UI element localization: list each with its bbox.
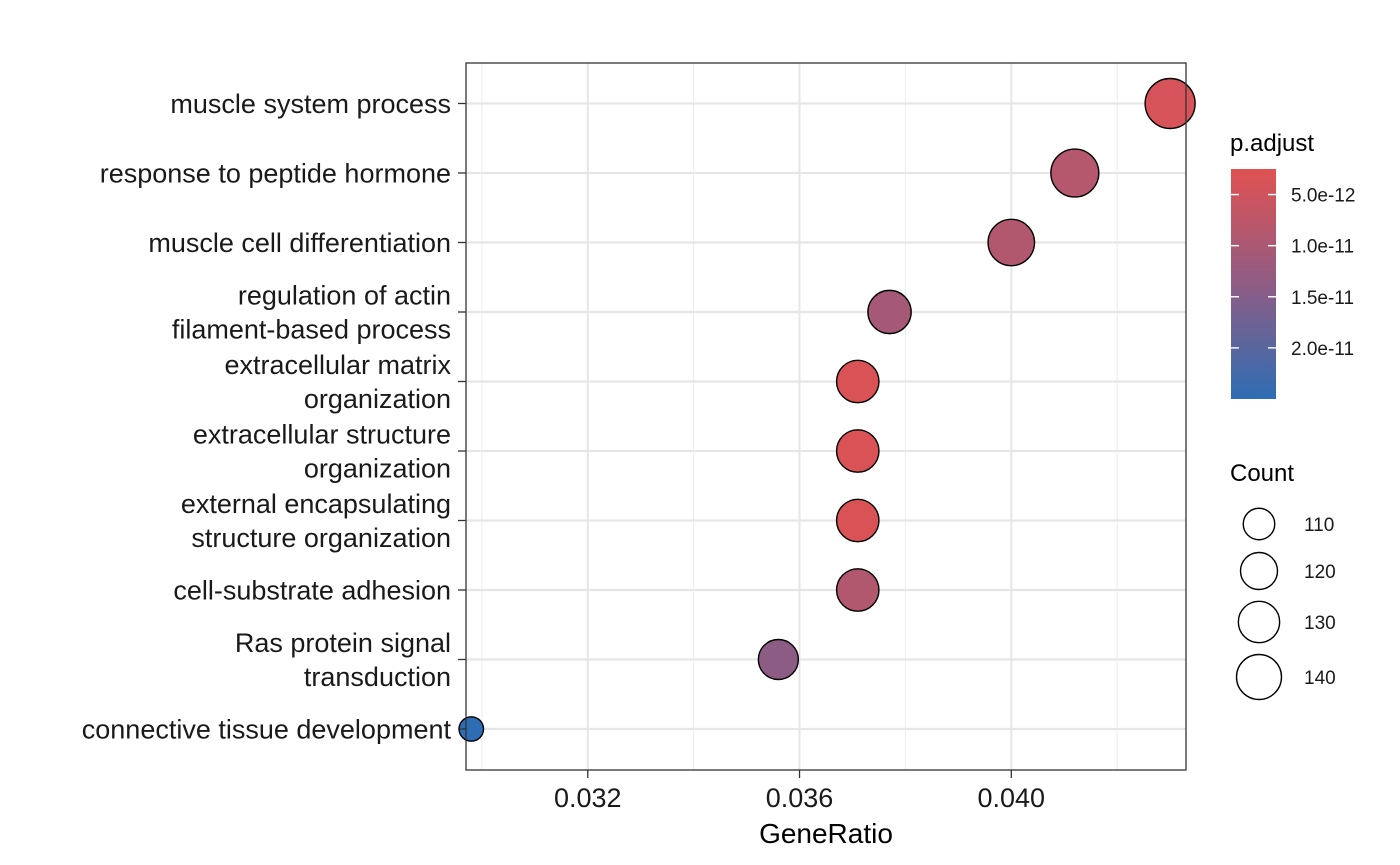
size-legend-key — [1242, 507, 1276, 541]
size-legend-key — [1237, 600, 1281, 644]
x-tick-label: 0.032 — [554, 783, 622, 813]
color-bar-label: 2.0e-11 — [1291, 339, 1354, 360]
y-tick-label: response to peptide hormone — [100, 159, 451, 189]
size-legend-keys: 110 120 130 140 — [1235, 507, 1336, 701]
y-tick-label: extracellular structure — [193, 420, 451, 450]
y-tick-label: muscle cell differentiation — [148, 228, 451, 258]
size-legend-label: 130 — [1304, 613, 1336, 634]
data-point — [867, 289, 912, 335]
x-tick-label: 0.036 — [766, 783, 834, 813]
size-legend-title: Count — [1230, 460, 1294, 487]
data-point — [835, 429, 880, 473]
size-legend-label: 140 — [1304, 668, 1336, 689]
data-point — [835, 359, 880, 404]
data-point — [1050, 148, 1100, 198]
data-point — [1144, 77, 1196, 130]
y-tick-label: cell-substrate adhesion — [173, 576, 451, 606]
y-axis: muscle system process response to peptide… — [82, 89, 466, 745]
x-axis-title: GeneRatio — [759, 818, 893, 849]
size-legend: Count 110 120 130 140 — [1230, 460, 1336, 701]
data-points — [458, 77, 1196, 742]
y-tick-label: filament-based process — [172, 315, 451, 345]
size-legend-key — [1235, 653, 1283, 701]
y-tick-label: structure organization — [191, 523, 451, 553]
y-tick-label: regulation of actin — [238, 281, 451, 311]
y-tick-label: transduction — [304, 662, 451, 692]
data-point — [987, 218, 1036, 267]
y-tick-label: organization — [304, 454, 451, 484]
size-legend-key — [1239, 551, 1279, 591]
y-tick-label: Ras protein signal — [235, 628, 451, 658]
color-bar-label: 1.5e-11 — [1291, 288, 1354, 309]
color-legend-title: p.adjust — [1230, 130, 1314, 157]
color-bar-label: 5.0e-12 — [1291, 186, 1355, 207]
y-tick-label: muscle system process — [170, 89, 451, 119]
color-bar-label: 1.0e-11 — [1291, 237, 1354, 258]
grid-minor — [481, 63, 1118, 770]
y-tick-label: organization — [304, 384, 451, 414]
plot-area — [458, 62, 1196, 771]
data-point — [835, 498, 880, 543]
plot-border — [465, 62, 1187, 771]
y-tick-label: connective tissue development — [82, 715, 452, 745]
color-bar — [1231, 169, 1276, 399]
data-point — [835, 568, 880, 612]
size-legend-label: 110 — [1304, 515, 1334, 536]
grid-major — [466, 63, 1186, 770]
y-tick-label: extracellular matrix — [224, 350, 451, 380]
x-tick-label: 0.040 — [978, 783, 1046, 813]
data-point — [757, 638, 800, 681]
size-legend-label: 120 — [1304, 562, 1336, 583]
color-legend: p.adjust 5.0e-12 1.0e-11 1.5e-11 2.0e-11 — [1230, 130, 1355, 399]
color-bar-ticks: 5.0e-12 1.0e-11 1.5e-11 2.0e-11 — [1231, 186, 1355, 360]
y-tick-label: external encapsulating — [181, 489, 451, 519]
x-axis: 0.032 0.036 0.040 — [554, 770, 1045, 813]
